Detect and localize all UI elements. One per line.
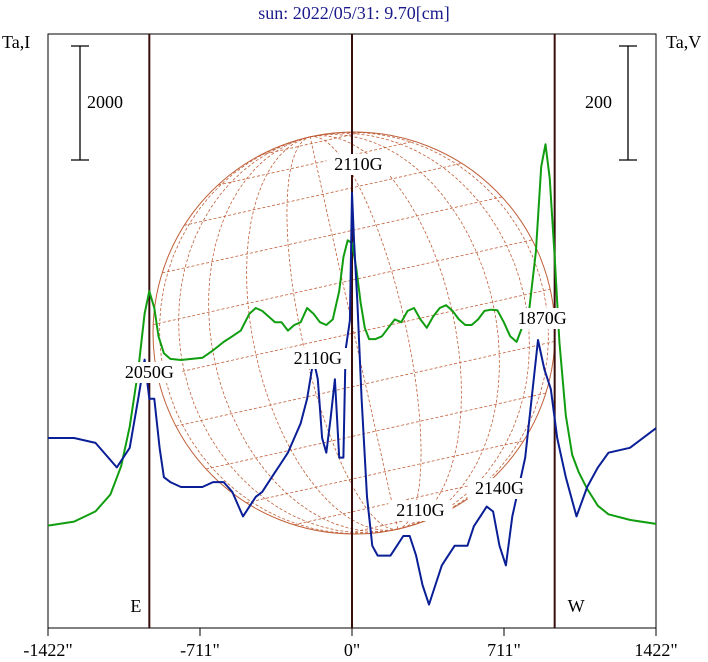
annotation-label: 2110G [294, 348, 342, 368]
scale-bar-right: 200 [585, 45, 637, 161]
x-tick-label: 711" [487, 640, 521, 660]
annotation-label: 2110G [334, 154, 382, 174]
x-tick-label: -1422" [23, 640, 72, 660]
scale-bar-right-label: 200 [585, 92, 612, 112]
limb-label: W [568, 596, 585, 616]
longitude-line [310, 136, 422, 530]
longitude-line [246, 136, 398, 531]
longitude-line [159, 136, 398, 534]
longitude-line [286, 136, 398, 530]
longitude-line [310, 132, 549, 530]
x-tick-label: 1422" [634, 640, 677, 660]
latitude-line [162, 196, 503, 274]
longitude-line [310, 133, 500, 530]
y-label-left: Ta,I [2, 32, 30, 52]
chart-title: sun: 2022/05/31: 9.70[cm] [258, 3, 450, 23]
longitude-line [310, 132, 530, 530]
longitude-line [178, 136, 398, 534]
latitude-line [184, 162, 462, 226]
latitude-line [205, 392, 546, 470]
x-axis-ticks: -1422" -711" 0" 711" 1422" [23, 628, 678, 660]
latitude-line [246, 440, 524, 504]
annotation-background [117, 362, 182, 383]
annotation-group: 2110G 2050G 2110G 1870G 2140G 2110G [117, 154, 575, 521]
sun-disk [152, 131, 556, 535]
latitude-line [153, 239, 533, 325]
heliographic-grid [153, 131, 555, 535]
longitude-line [310, 135, 462, 530]
annotation-background [326, 154, 391, 175]
annotation-label: 2140G [475, 478, 524, 498]
x-tick-label: -711" [180, 640, 220, 660]
annotation-background [388, 500, 453, 521]
x-tick-label: 0" [344, 640, 360, 660]
annotation-label: 1870G [518, 308, 567, 328]
scale-bar-left-label: 2000 [87, 92, 123, 112]
annotation-background [285, 348, 350, 369]
y-label-right: Ta,V [666, 32, 701, 52]
annotation-background [510, 308, 575, 329]
latitude-line [175, 341, 555, 427]
longitude-line [208, 136, 398, 533]
series-group [47, 143, 657, 606]
series-line-V [48, 192, 657, 606]
limb-label: E [130, 596, 141, 616]
annotation-label: 2050G [125, 362, 174, 382]
series-line-I [47, 143, 657, 527]
annotation-background [467, 478, 532, 499]
scale-bar-left: 2000 [71, 45, 123, 161]
annotation-label: 2110G [396, 500, 444, 520]
